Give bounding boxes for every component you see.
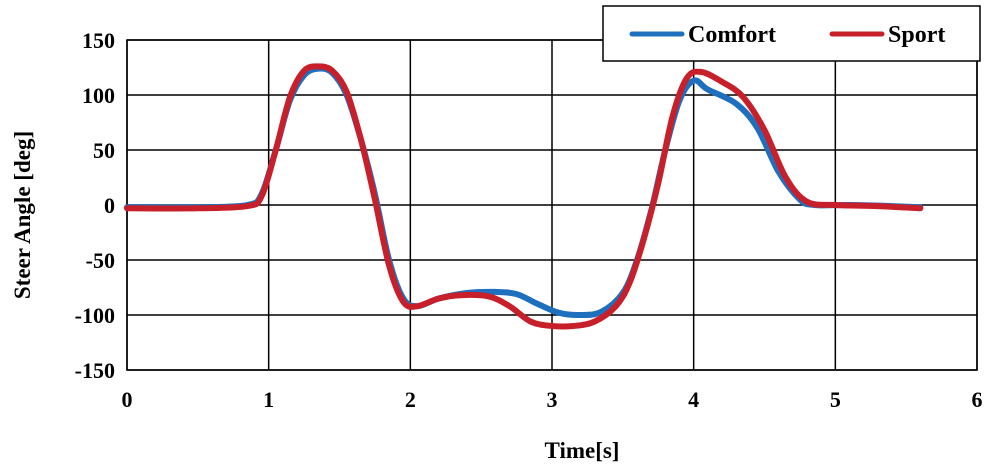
tick-labels: -150 -100 -50 0 50 100 150 0 1 2 3 4 5 6 — [75, 28, 983, 412]
x-tick-label: 1 — [263, 387, 274, 412]
series-layer — [124, 63, 924, 330]
x-tick-label: 6 — [972, 387, 983, 412]
legend-label-comfort: Comfort — [688, 22, 776, 48]
y-axis-label: Steer Angle [deg] — [10, 131, 35, 299]
y-tick-label: 50 — [93, 138, 115, 163]
legend-label-sport: Sport — [888, 22, 945, 48]
y-tick-label: 100 — [82, 83, 115, 108]
series-line-comfort — [124, 65, 924, 319]
y-tick-label: 150 — [82, 28, 115, 53]
y-tick-label: -100 — [75, 303, 115, 328]
y-tick-label: 0 — [104, 193, 115, 218]
series-line-sport — [124, 63, 924, 330]
x-axis-label: Time[s] — [545, 438, 620, 463]
x-tick-label: 4 — [688, 387, 699, 412]
x-tick-label: 5 — [830, 387, 841, 412]
x-tick-label: 3 — [547, 387, 558, 412]
x-tick-label: 2 — [405, 387, 416, 412]
y-tick-label: -50 — [86, 248, 115, 273]
y-tick-label: -150 — [75, 358, 115, 383]
x-tick-label: 0 — [122, 387, 133, 412]
legend: Comfort Sport — [602, 5, 981, 62]
